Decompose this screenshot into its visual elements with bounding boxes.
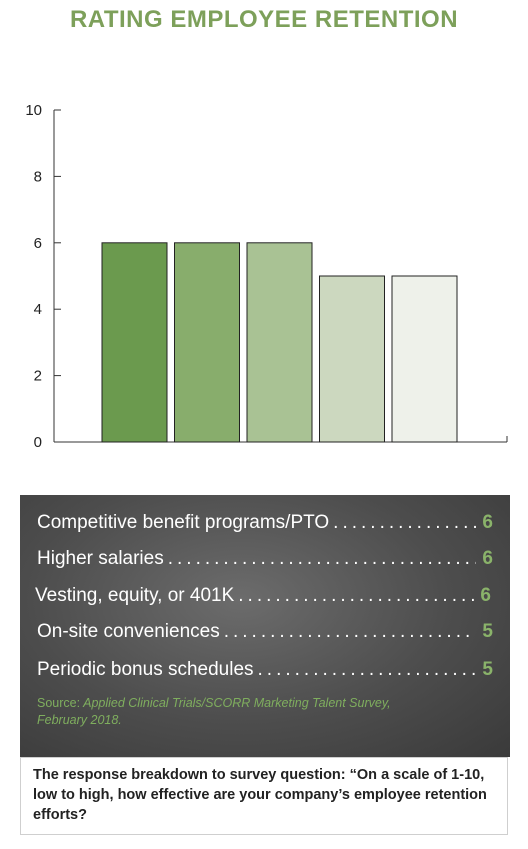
legend-label: Vesting, equity, or 401K — [35, 585, 235, 606]
y-tick-label: 4 — [34, 301, 42, 318]
legend-value: 5 — [482, 659, 493, 680]
y-tick-label: 8 — [34, 168, 42, 185]
legend-panel: Competitive benefit programs/PTO........… — [20, 495, 510, 757]
source-text: Applied Clinical Trials/SCORR Marketing … — [37, 696, 391, 727]
y-tick-label: 2 — [34, 368, 42, 385]
legend-label: Competitive benefit programs/PTO — [37, 512, 330, 533]
dot-leader: ........................................… — [223, 621, 477, 642]
legend-value: 6 — [482, 548, 493, 569]
legend-item: Vesting, equity, or 401K................… — [35, 585, 491, 611]
legend-item: Periodic bonus schedules................… — [37, 659, 493, 685]
dot-leader: ........................................… — [257, 659, 477, 680]
dot-leader: ........................................… — [333, 512, 476, 533]
legend-item: Higher salaries.........................… — [37, 548, 493, 574]
chart-title: RATING EMPLOYEE RETENTION — [69, 6, 459, 33]
bar-5 — [391, 275, 458, 443]
y-tick-label: 6 — [34, 235, 42, 252]
legend-item: On-site conveniences....................… — [37, 621, 493, 647]
source-note: Source: Applied Clinical Trials/SCORR Ma… — [37, 695, 397, 729]
dot-leader: ........................................… — [238, 585, 474, 606]
caption: The response breakdown to survey questio… — [20, 757, 508, 835]
y-tick-label: 0 — [34, 434, 42, 451]
bar-3 — [246, 242, 313, 443]
legend-value: 6 — [482, 512, 493, 533]
legend-label: Higher salaries — [37, 548, 164, 569]
legend-item: Competitive benefit programs/PTO........… — [37, 512, 493, 538]
legend-label: Periodic bonus schedules — [37, 659, 254, 680]
y-tick-label: 10 — [25, 102, 42, 119]
legend-value: 6 — [480, 585, 491, 606]
bar-chart: 0 2 4 6 8 10 — [25, 102, 508, 451]
bar-4 — [319, 275, 385, 443]
dot-leader: ........................................… — [167, 548, 477, 569]
bar-2 — [174, 242, 240, 443]
legend-label: On-site conveniences — [37, 621, 220, 642]
legend-value: 5 — [482, 621, 493, 642]
bar-1 — [101, 242, 168, 443]
source-prefix: Source: — [37, 696, 81, 710]
